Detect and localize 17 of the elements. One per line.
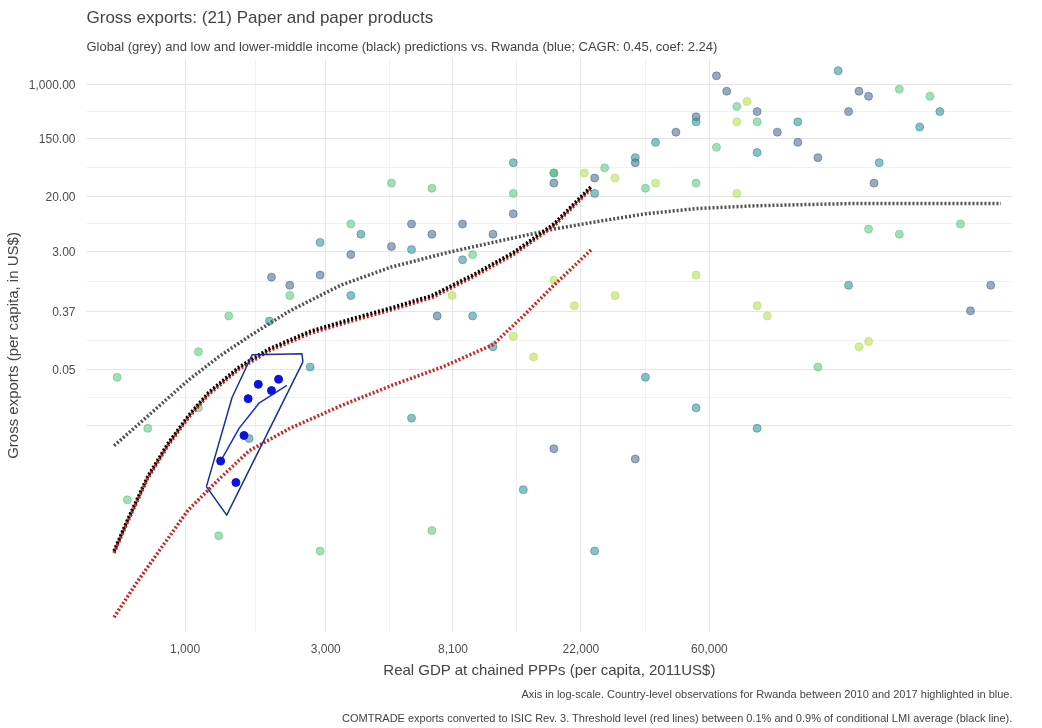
y-tick-label: 150.00 (38, 132, 76, 147)
text: Axis in log-scale. Country-level observations for Rwanda between 2010 and 2017 highlighted in blue. (521, 687, 1013, 700)
x-axis-title: Real GDP at chained PPPs (per capita, 2011US$) (383, 660, 716, 678)
y-tick-label: 0.37 (52, 304, 76, 319)
y-tick-label: 3.00 (52, 244, 76, 259)
chart-title: Gross exports: (21) Paper and paper products (86, 7, 434, 27)
x-tick-label: 1,000 (170, 641, 201, 656)
x-tick-label: 3,000 (310, 641, 342, 656)
y-tick-label: 20.00 (45, 190, 76, 205)
y-tick-label: 0.05 (52, 362, 76, 377)
y-tick-label: 1,000.00 (28, 77, 76, 92)
chart-subtitle: Global (grey) and low and lower-middle income (black) predictions vs. Rwanda (blue; CAGR: 0.45, coef: 2.24) (86, 38, 718, 54)
x-tick-label: 8,100 (437, 641, 469, 656)
x-tick-label: 60,000 (691, 641, 729, 656)
text: COMTRADE exports converted to ISIC Rev. 3. Threshold level (red lines) between 0.1% and 0.9% of conditional LMI average (black line). (342, 711, 1013, 724)
x-tick-label: 22,000 (562, 641, 600, 656)
y-axis-title: Gross exports (per capita, in US$) (3, 232, 21, 459)
